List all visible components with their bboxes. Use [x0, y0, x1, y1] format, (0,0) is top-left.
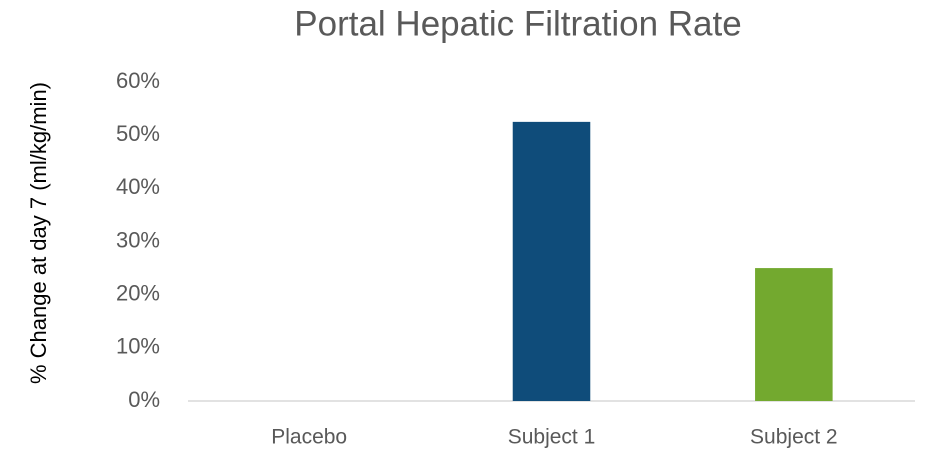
y-axis-label: % Change at day 7 (ml/kg/min) — [26, 82, 51, 384]
y-tick-label: 20% — [116, 280, 160, 305]
y-tick-label: 10% — [116, 334, 160, 359]
x-tick-label: Subject 2 — [750, 426, 838, 449]
x-tick-label: Placebo — [271, 426, 347, 449]
y-tick-label: 40% — [116, 174, 160, 199]
chart-title: Portal Hepatic Filtration Rate — [294, 4, 741, 43]
bar — [755, 268, 833, 401]
y-tick-label: 0% — [128, 387, 160, 412]
y-tick-label: 30% — [116, 227, 160, 252]
y-tick-label: 50% — [116, 121, 160, 146]
bar — [512, 121, 591, 401]
x-tick-label: Subject 1 — [508, 426, 596, 449]
y-tick-label: 60% — [116, 68, 160, 93]
